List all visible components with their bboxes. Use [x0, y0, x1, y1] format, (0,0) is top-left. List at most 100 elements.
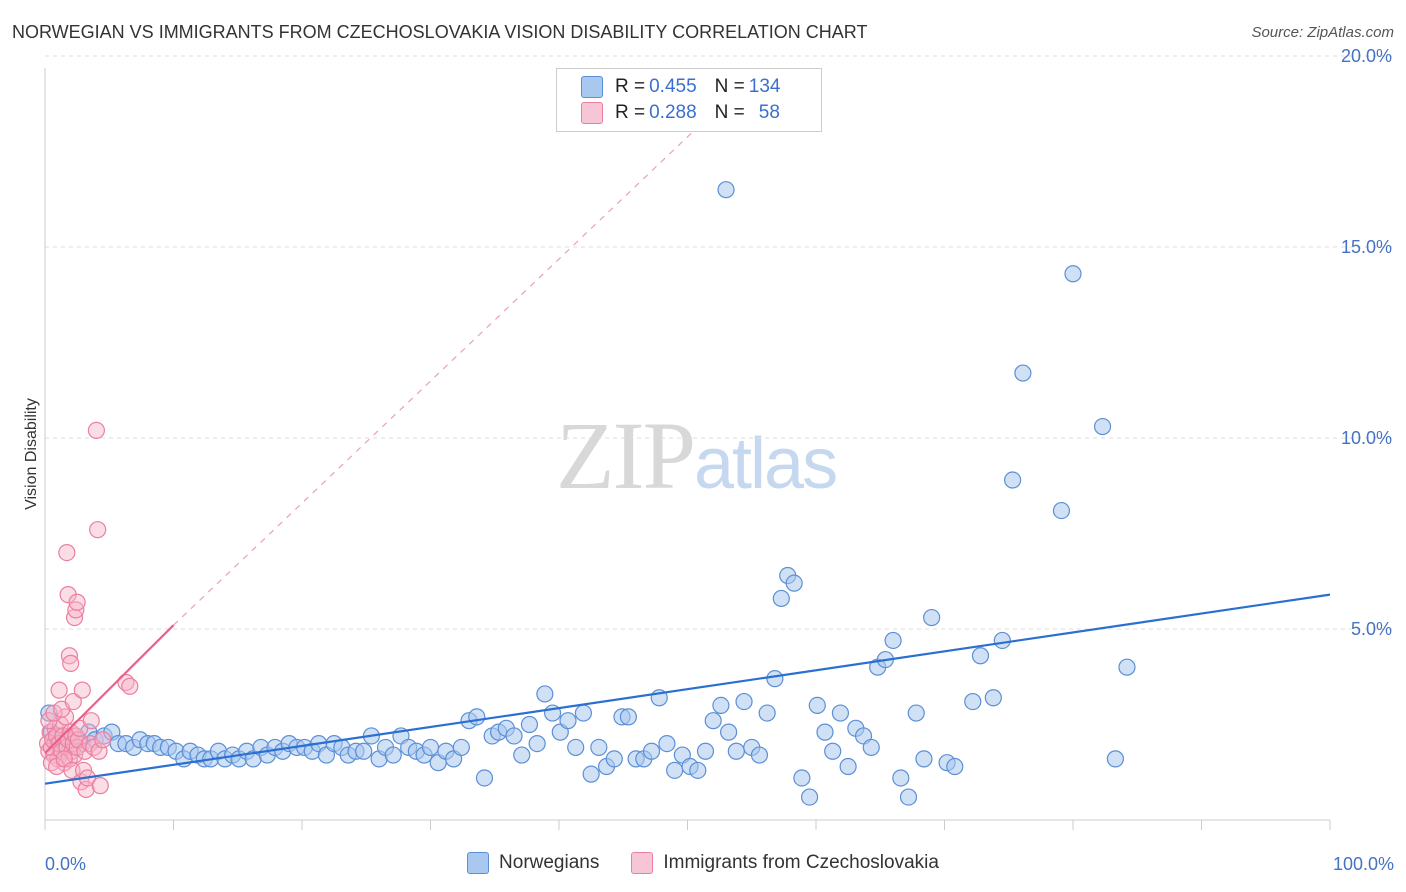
legend-swatch-blue: [581, 76, 603, 98]
watermark: ZIPatlas: [556, 400, 838, 511]
data-point-czechoslovakia: [64, 692, 82, 711]
x-tick-label: 100.0%: [1333, 854, 1394, 874]
data-point-norwegian: [1106, 750, 1125, 768]
data-point-norwegian: [785, 574, 803, 592]
data-point-norwegian: [528, 734, 546, 753]
data-point-norwegian: [696, 742, 715, 760]
data-point-norwegian: [984, 689, 1002, 707]
data-point-norwegian: [582, 765, 600, 783]
data-point-norwegian: [536, 685, 554, 703]
y-tick-label: 10.0%: [1341, 428, 1392, 448]
data-point-norwegian: [475, 769, 494, 787]
data-point-norwegian: [355, 742, 373, 760]
data-point-norwegian: [421, 738, 440, 757]
data-point-norwegian: [862, 738, 880, 757]
data-point-norwegian: [735, 692, 753, 711]
data-point-norwegian: [766, 670, 784, 688]
data-point-norwegian: [915, 750, 933, 768]
data-point-norwegian: [658, 734, 676, 753]
series-name-norwegians: Norwegians: [499, 852, 600, 873]
data-point-norwegian: [712, 696, 730, 715]
data-point-norwegian: [619, 708, 637, 726]
chart-title: NORWEGIAN VS IMMIGRANTS FROM CZECHOSLOVA…: [12, 22, 868, 42]
y-tick-label: 20.0%: [1341, 46, 1392, 66]
trend-line-czechoslovakia: [44, 624, 175, 754]
data-point-norwegian: [559, 712, 577, 730]
data-point-norwegian: [839, 757, 857, 776]
data-point-norwegian: [384, 746, 402, 764]
data-point-norwegian: [513, 746, 531, 764]
data-point-norwegian: [946, 757, 964, 776]
data-point-czechoslovakia: [73, 681, 91, 699]
data-point-norwegian: [704, 712, 722, 730]
data-point-norwegian: [605, 750, 623, 768]
legend-n-label: N =: [714, 76, 745, 97]
data-point-czechoslovakia: [94, 731, 112, 749]
data-point-norwegian: [717, 181, 735, 199]
data-point-norwegian: [800, 788, 819, 806]
data-point-norwegian: [468, 708, 486, 726]
data-point-norwegian: [899, 788, 918, 806]
series-legend-norwegians: Norwegians: [467, 852, 599, 874]
data-point-czechoslovakia: [50, 681, 68, 699]
data-point-norwegian: [816, 723, 834, 741]
x-tick-label: 0.0%: [45, 854, 86, 874]
data-point-norwegian: [884, 631, 902, 650]
series-name-czechoslovakia: Immigrants from Czechoslovakia: [663, 852, 939, 873]
data-point-norwegian: [574, 704, 593, 722]
data-point-czechoslovakia: [45, 704, 63, 722]
data-point-norwegian: [808, 696, 826, 715]
data-point-norwegian: [1014, 364, 1032, 382]
data-point-czechoslovakia: [87, 421, 106, 439]
data-point-czechoslovakia: [62, 654, 80, 672]
data-point-norwegian: [520, 715, 539, 734]
data-point-norwegian: [772, 589, 790, 608]
y-tick-label: 15.0%: [1341, 237, 1392, 257]
data-point-norwegian: [1004, 471, 1022, 489]
legend-box: R = 0.455 N = 134 R = 0.288 N = 58: [556, 68, 822, 132]
data-point-norwegian: [971, 647, 990, 665]
data-point-norwegian: [758, 704, 776, 722]
data-point-norwegian: [590, 738, 608, 757]
data-point-norwegian: [750, 746, 769, 764]
data-point-czechoslovakia: [68, 593, 86, 611]
data-point-czechoslovakia: [82, 712, 100, 730]
data-point-norwegian: [505, 727, 523, 745]
data-point-norwegian: [720, 723, 738, 741]
trend-extension-line: [173, 93, 733, 626]
data-point-norwegian: [1052, 501, 1071, 520]
data-point-norwegian: [831, 704, 850, 722]
data-point-czechoslovakia: [91, 777, 109, 795]
data-point-norwegian: [1093, 417, 1112, 436]
watermark-zip: ZIP: [556, 402, 696, 509]
data-point-norwegian: [727, 742, 745, 760]
series-swatch-pink: [631, 852, 654, 874]
series-swatch-blue: [467, 852, 490, 874]
data-point-norwegian: [1064, 265, 1082, 283]
legend-r-label: R =: [615, 76, 646, 97]
data-point-norwegian: [793, 769, 811, 787]
data-point-norwegian: [923, 608, 941, 627]
data-point-norwegian: [824, 742, 842, 760]
data-point-czechoslovakia: [89, 521, 107, 539]
watermark-atlas: atlas: [694, 424, 838, 504]
legend-n-label: N =: [714, 102, 745, 123]
data-point-norwegian: [964, 692, 982, 711]
source-label: Source: ZipAtlas.com: [1251, 24, 1394, 41]
series-legend: Norwegians Immigrants from Czechoslovaki…: [0, 852, 1406, 874]
data-point-norwegian: [452, 738, 470, 757]
data-point-norwegian: [1118, 658, 1136, 676]
data-point-czechoslovakia: [58, 543, 76, 562]
series-legend-czechoslovakia: Immigrants from Czechoslovakia: [631, 852, 939, 874]
legend-row-norwegians: R = 0.455 N = 134: [581, 75, 780, 99]
data-point-norwegian: [892, 769, 910, 787]
data-point-norwegian: [689, 761, 707, 779]
data-point-czechoslovakia: [121, 677, 139, 695]
data-point-norwegian: [666, 761, 684, 779]
legend-n-value: 134: [748, 76, 781, 97]
legend-r-value: 0.455: [649, 76, 697, 97]
legend-r-label: R =: [615, 102, 646, 123]
legend-swatch-pink: [581, 102, 603, 124]
y-tick-label: 5.0%: [1351, 619, 1392, 639]
